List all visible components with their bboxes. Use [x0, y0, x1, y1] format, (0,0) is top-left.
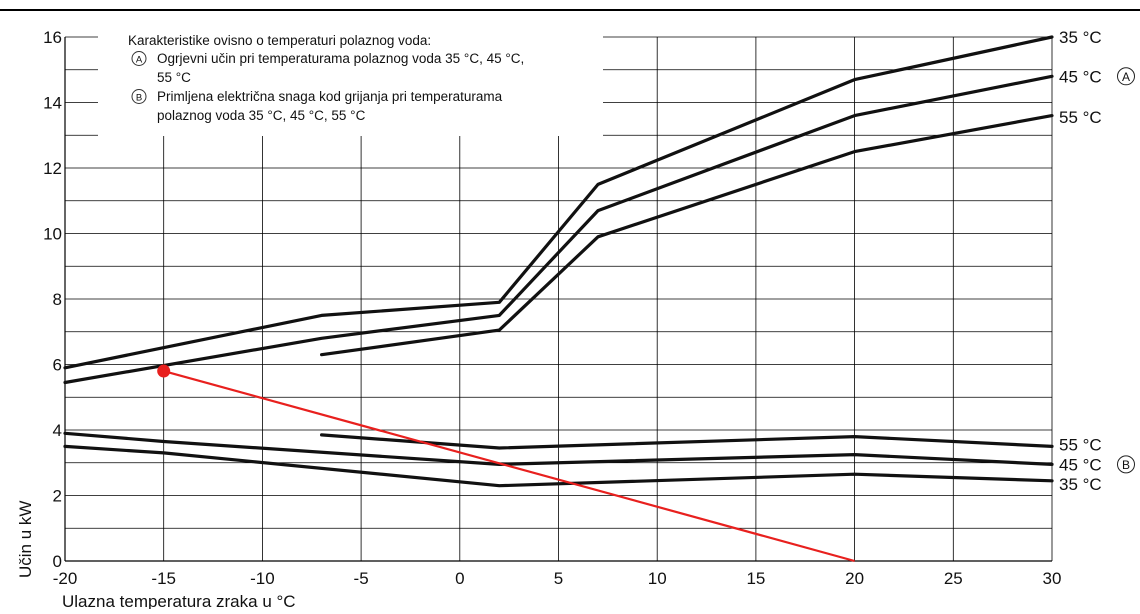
series-end-label: 45 °C	[1059, 67, 1102, 86]
series-end-label: 35 °C	[1059, 28, 1102, 47]
series-line-a-35	[63, 35, 1054, 370]
annotation-line	[163, 369, 855, 563]
legend-box: Karakteristike ovisno o temperaturi pola…	[98, 22, 603, 136]
y-axis-title: Učin u kW	[16, 501, 35, 578]
legend-title: Karakteristike ovisno o temperaturi pola…	[128, 33, 431, 48]
x-axis-title: Ulazna temperatura zraka u °C	[62, 592, 296, 609]
x-tick-label: -15	[151, 569, 176, 588]
annotation	[157, 364, 855, 563]
legend-item-text: Ogrjevni učin pri temperaturama polaznog…	[157, 51, 524, 66]
x-tick-label: -10	[250, 569, 275, 588]
y-tick-label: 8	[53, 290, 62, 309]
series-line-b-35	[63, 444, 1054, 488]
x-tick-label: 30	[1043, 569, 1062, 588]
x-tick-label: 20	[845, 569, 864, 588]
legend-marker-label: A	[136, 55, 143, 66]
y-tick-label: 12	[43, 159, 62, 178]
y-tick-label: 0	[53, 552, 62, 571]
legend-background	[98, 22, 603, 136]
y-tick-label: 10	[43, 225, 62, 244]
series-end-label: 55 °C	[1059, 436, 1102, 455]
y-tick-label: 2	[53, 487, 62, 506]
legend-marker-a	[131, 51, 147, 66]
x-tick-label: 5	[554, 569, 563, 588]
end-marker-label: A	[1122, 70, 1130, 84]
y-tick-label: 16	[43, 28, 62, 47]
end-labels: 35 °C45 °C A55 °C55 °C45 °C B35 °C	[1059, 28, 1135, 494]
x-tick-label: 25	[944, 569, 963, 588]
y-tick-label: 4	[53, 421, 62, 440]
x-tick-label: -5	[354, 569, 369, 588]
x-tick-label: 10	[648, 569, 667, 588]
x-tick-label: 0	[455, 569, 464, 588]
y-tick-label: 14	[43, 94, 62, 113]
series-end-label: 35 °C	[1059, 475, 1102, 494]
series-line-b-55	[320, 433, 1054, 450]
legend-item-text: polaznog voda 35 °C, 45 °C, 55 °C	[157, 108, 366, 123]
x-tick-label: 15	[746, 569, 765, 588]
end-marker-b	[1117, 455, 1135, 474]
series-line-a-45	[63, 74, 1054, 385]
annotation-point	[157, 364, 171, 378]
legend-marker-b	[131, 89, 147, 104]
legend-item-text: Primljena električna snaga kod grijanja …	[157, 89, 503, 104]
legend-marker-label: B	[136, 93, 142, 104]
end-marker-a	[1117, 67, 1135, 86]
series-end-label: 55 °C	[1059, 108, 1102, 127]
end-marker-label: B	[1122, 458, 1130, 472]
tick-labels: -20 -15 -10 -5 0 5 10 15 20 25 30 0 2 4 6 8 10 12 14 16	[43, 28, 1061, 588]
y-tick-label: 6	[53, 356, 62, 375]
series-end-label: 45 °C	[1059, 455, 1102, 474]
legend-item-text: 55 °C	[157, 70, 191, 85]
x-tick-label: -20	[53, 569, 78, 588]
series-line-a-55	[320, 113, 1054, 357]
